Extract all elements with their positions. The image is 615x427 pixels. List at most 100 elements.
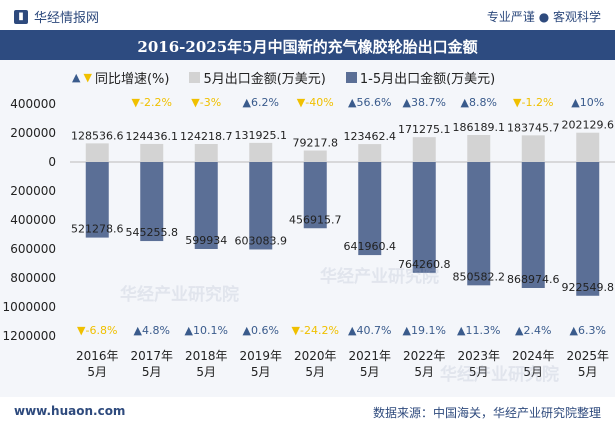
data-label-ytd: 603083.9 <box>235 234 288 247</box>
y-tick-label: 800000 <box>10 271 56 285</box>
growth-ytd-label: ▲0.6% <box>243 324 279 337</box>
y-tick-label: 0 <box>48 155 56 169</box>
bar-ytd <box>140 162 164 242</box>
bar-may <box>85 143 109 162</box>
down-triangle-icon: ▼ <box>83 71 92 84</box>
legend-growth: ▲ ▼ 同比增速(%) <box>72 68 169 87</box>
x-tick-label-month: 5月 <box>469 365 489 379</box>
growth-ytd-label: ▼-24.2% <box>292 324 339 337</box>
bar-may <box>358 144 382 162</box>
x-tick-label-year: 2025年 <box>566 349 609 363</box>
x-tick-label-month: 5月 <box>360 365 380 379</box>
x-tick-label-year: 2023年 <box>457 349 500 363</box>
growth-may-label: ▲56.6% <box>348 96 391 109</box>
growth-may-label: ▲8.8% <box>461 96 497 109</box>
bar-may <box>521 135 545 162</box>
legend-may-swatch <box>189 72 201 83</box>
y-tick-label: 1000000 <box>3 300 56 314</box>
data-label-may: 128536.6 <box>71 129 124 142</box>
data-label-may: 186189.1 <box>453 121 506 134</box>
chart-plot: 400000 200000 0 200000 400000 600000 800000 100… <box>3 96 615 379</box>
chart-title: 2016-2025年5月中国新的充气橡胶轮胎出口金额 <box>137 38 478 56</box>
bar-ytd <box>85 162 109 238</box>
x-tick-label-month: 5月 <box>414 365 434 379</box>
slogan: 专业严谨 ● 客观科学 <box>486 10 601 24</box>
y-tick-label: 200000 <box>10 126 56 140</box>
growth-may-label: ▲10% <box>571 96 604 109</box>
data-label-ytd: 764260.8 <box>398 258 451 271</box>
x-tick-label-year: 2019年 <box>239 349 282 363</box>
growth-ytd-label: ▲10.1% <box>185 324 228 337</box>
data-label-may: 183745.7 <box>507 121 560 134</box>
data-label-may: 124218.7 <box>180 130 233 143</box>
site-url: www.huaon.com <box>14 404 126 418</box>
growth-ytd-label: ▼-6.8% <box>77 324 117 337</box>
bar-ytd <box>576 162 600 296</box>
y-tick-label: 200000 <box>10 184 56 198</box>
bar-may <box>249 142 273 162</box>
legend-growth-label: 同比增速(%) <box>94 72 170 87</box>
x-tick-label-month: 5月 <box>251 365 271 379</box>
data-label-may: 124436.1 <box>126 130 179 143</box>
data-label-ytd: 850582.2 <box>453 270 506 283</box>
growth-may-label: ▼-1.2% <box>513 96 553 109</box>
x-tick-label-year: 2020年 <box>294 349 337 363</box>
data-source: 数据来源：中国海关，华经产业研究院整理 <box>372 406 601 420</box>
watermark: 华经产业研究院 <box>320 267 439 287</box>
growth-ytd-label: ▲6.3% <box>570 324 606 337</box>
y-tick-label: 1200000 <box>3 329 56 343</box>
growth-may-label: ▼-40% <box>297 96 334 109</box>
data-label-may: 123462.4 <box>344 130 397 143</box>
y-tick-label: 600000 <box>10 242 56 256</box>
growth-may-label: ▼-3% <box>191 96 221 109</box>
data-label-ytd: 599934 <box>185 234 227 247</box>
bar-may <box>412 137 436 162</box>
x-tick-label-month: 5月 <box>578 365 598 379</box>
growth-ytd-label: ▲4.8% <box>134 324 170 337</box>
x-tick-label-year: 2017年 <box>130 349 173 363</box>
brand: ▮ 华经情报网 <box>14 7 99 26</box>
growth-may-label: ▲6.2% <box>243 96 279 109</box>
bar-may <box>303 150 327 162</box>
data-label-may: 79217.8 <box>293 137 339 150</box>
legend-ytd-swatch <box>345 72 357 83</box>
x-tick-label-month: 5月 <box>142 365 162 379</box>
x-tick-label-month: 5月 <box>196 365 216 379</box>
bar-ytd <box>412 162 436 273</box>
bar-ytd <box>194 162 218 249</box>
bar-may <box>467 135 491 162</box>
data-label-ytd: 922549.8 <box>562 281 615 294</box>
legend-may: 5月出口金额(万美元) <box>189 68 326 87</box>
bar-ytd <box>249 162 273 250</box>
data-label-ytd: 456915.7 <box>289 213 342 226</box>
x-tick-label-month: 5月 <box>523 365 543 379</box>
data-label-ytd: 868974.6 <box>507 273 560 286</box>
up-triangle-icon: ▲ <box>72 71 81 84</box>
growth-ytd-label: ▲40.7% <box>348 324 391 337</box>
x-tick-label-year: 2016年 <box>76 349 119 363</box>
data-label-ytd: 641960.4 <box>344 240 397 253</box>
data-label-may: 171275.1 <box>398 123 451 136</box>
x-tick-label-year: 2024年 <box>512 349 555 363</box>
x-tick-label-month: 5月 <box>305 365 325 379</box>
legend: ▲ ▼ 同比增速(%) 5月出口金额(万美元) 1-5月出口金额(万美元) <box>72 68 509 87</box>
growth-may-label: ▼-2.2% <box>132 96 172 109</box>
title-bar <box>0 30 615 60</box>
bar-ytd <box>467 162 491 286</box>
watermark: 华经产业研究院 <box>120 285 239 305</box>
bar-may <box>194 143 218 162</box>
top-bar <box>0 0 615 30</box>
bar-ytd <box>521 162 545 289</box>
growth-ytd-label: ▲11.3% <box>457 324 500 337</box>
legend-ytd-label: 1-5月出口金额(万美元) <box>359 72 496 87</box>
x-tick-label-year: 2022年 <box>403 349 446 363</box>
bar-may <box>576 132 600 162</box>
bar-may <box>140 143 164 162</box>
legend-may-label: 5月出口金额(万美元) <box>203 72 326 87</box>
growth-may-label: ▲38.7% <box>403 96 446 109</box>
bar-ytd <box>303 162 327 229</box>
data-label-ytd: 521278.6 <box>71 223 124 236</box>
y-tick-label: 400000 <box>10 97 56 111</box>
brand-logo-icon: ▮ <box>14 9 28 24</box>
data-label-may: 202129.6 <box>562 119 615 132</box>
